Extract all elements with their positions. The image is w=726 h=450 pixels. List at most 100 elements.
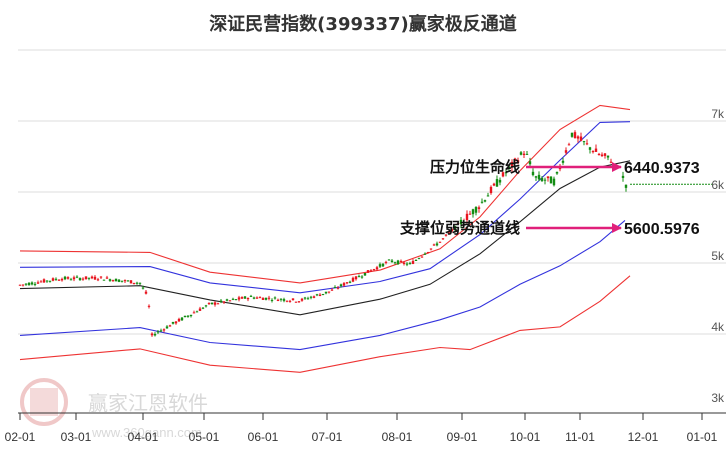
candle (546, 176, 550, 179)
candle (606, 155, 610, 158)
candle (144, 291, 148, 294)
candle (582, 141, 586, 143)
candle (108, 279, 112, 281)
candle (387, 259, 391, 261)
candle (534, 176, 538, 178)
candle (231, 298, 235, 300)
candle (465, 213, 469, 221)
x-axis: 02-01 03-01 04-01 05-01 06-01 07-01 08-01 09-01… (5, 412, 726, 444)
x-tick-label: 01-01 (687, 430, 718, 444)
candle (21, 284, 25, 286)
candle (171, 321, 175, 324)
candle (78, 278, 82, 281)
candle (309, 296, 313, 298)
candle (540, 177, 544, 182)
candle (282, 299, 286, 301)
candle (567, 144, 571, 146)
x-tick-label: 09-01 (447, 430, 478, 444)
candle (429, 248, 433, 250)
candle (75, 276, 79, 278)
x-tick-label: 02-01 (5, 430, 36, 444)
candle (306, 298, 310, 300)
candle (192, 312, 196, 314)
candle (459, 219, 463, 225)
candle (531, 171, 535, 176)
candle (348, 281, 352, 283)
candle (195, 311, 199, 313)
candle (537, 174, 541, 180)
candle (54, 278, 58, 280)
candle (393, 262, 397, 264)
candle (267, 297, 271, 299)
candle (240, 297, 244, 299)
candle (90, 276, 94, 279)
candle (549, 176, 553, 184)
candle (423, 253, 427, 255)
candle (333, 287, 337, 289)
candle (60, 278, 64, 281)
candle (234, 299, 238, 301)
candle (441, 238, 445, 240)
candle (222, 301, 226, 303)
candle (63, 276, 67, 280)
candle (42, 279, 46, 283)
grid-lines: 3k 4k 5k 6k 7k (18, 49, 726, 405)
candle (294, 301, 298, 303)
candle (264, 297, 268, 300)
candle (483, 200, 487, 202)
candle (555, 171, 559, 174)
candle (51, 278, 55, 281)
candle (150, 333, 154, 336)
candle (132, 282, 136, 284)
candle (147, 305, 151, 307)
candle (420, 256, 424, 258)
candle (498, 179, 502, 183)
candle (168, 325, 172, 327)
candle (375, 267, 379, 270)
candle (219, 300, 223, 302)
candle (105, 277, 109, 279)
candle (468, 213, 472, 215)
candle (210, 302, 214, 305)
candle (237, 297, 241, 300)
candle (114, 278, 118, 282)
candle (462, 221, 466, 223)
candle (207, 302, 211, 304)
candle (513, 158, 517, 161)
candle (594, 148, 598, 152)
candle (330, 289, 334, 291)
annotation-value: 5600.5976 (624, 221, 700, 238)
candle (381, 263, 385, 267)
candle (519, 152, 523, 155)
candle (27, 282, 31, 286)
candle (84, 276, 88, 280)
candle (243, 296, 247, 299)
candle (552, 178, 556, 186)
candle (501, 172, 505, 177)
candle (153, 333, 157, 336)
candle (372, 269, 376, 271)
candle (354, 276, 358, 280)
y-tick-label: 4k (711, 320, 725, 334)
candle (246, 298, 250, 300)
x-tick-label: 03-01 (61, 430, 92, 444)
candle (165, 326, 169, 329)
candle (30, 282, 34, 285)
candle (495, 179, 499, 187)
candle (624, 184, 628, 188)
x-tick-label: 07-01 (312, 430, 343, 444)
candle (342, 283, 346, 286)
candle (525, 153, 529, 155)
candle (297, 301, 301, 303)
y-tick-label: 7k (711, 107, 725, 121)
candle (81, 278, 85, 280)
candle (213, 302, 217, 305)
y-tick-label: 5k (711, 249, 725, 263)
candle (411, 261, 415, 264)
candle (183, 315, 187, 318)
candle (285, 300, 289, 302)
candle (276, 299, 280, 301)
candle (402, 262, 406, 264)
candle (588, 147, 592, 150)
